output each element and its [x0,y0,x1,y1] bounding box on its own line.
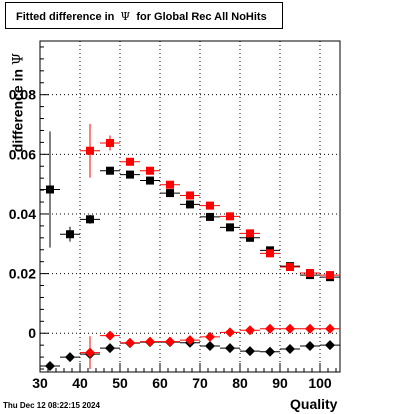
data-point-square [126,170,134,179]
x-tick-label: 80 [232,375,248,391]
y-tick-label: 0.04 [9,206,36,222]
title-prefix: Fitted difference in [16,11,115,23]
y-tick-label: 0.08 [9,87,36,103]
x-tick-label: 90 [272,375,288,391]
data-point-diamond [285,344,295,355]
data-point-diamond [85,347,95,358]
data-point-diamond [105,343,115,354]
data-point-diamond [105,330,115,341]
x-tick-label: 40 [72,375,88,391]
y-axis-label: difference in Ψ [10,23,27,183]
data-point-square [166,189,174,198]
data-point-diamond [225,327,235,338]
data-point-diamond [225,343,235,354]
data-point-square [106,166,114,175]
data-point-square [326,271,334,280]
y-tick-label: 0 [28,325,36,341]
data-point-diamond [185,335,195,346]
data-point-square [146,166,154,175]
data-point-square [126,157,134,166]
x-axis-label: Quality [290,396,338,412]
data-point-square [246,233,254,242]
data-point-square [306,268,314,277]
data-point-diamond [245,346,255,357]
data-point-square [186,191,194,200]
title-suffix: for Global Rec All NoHits [136,11,267,23]
data-point-square [86,146,94,155]
data-point-square [226,223,234,232]
data-point-diamond [285,323,295,334]
data-point-diamond [165,336,175,347]
timestamp-footer: Thu Dec 12 08:22:15 2024 [3,401,100,410]
data-point-square [246,229,254,238]
data-point-square [286,263,294,272]
data-point-diamond [205,341,215,352]
data-point-diamond [325,323,335,334]
data-point-diamond [65,352,75,363]
data-point-diamond [125,337,135,348]
x-tick-label: 50 [112,375,128,391]
x-tick-label: 100 [308,375,332,391]
data-point-diamond [305,341,315,352]
data-point-square [66,230,74,239]
y-tick-label: 0.06 [9,146,36,162]
data-point-square [86,215,94,224]
data-point-square [106,138,114,147]
data-point-diamond [145,336,155,347]
data-point-diamond [45,361,55,372]
data-point-diamond [265,346,275,357]
data-point-square [206,201,214,210]
data-point-diamond [325,340,335,351]
x-tick-label: 30 [32,375,48,391]
axes: 30 40 50 60 70 80 90 100 0 0.02 0.04 0.06 0.08 [9,46,337,391]
data-point-square [186,200,194,209]
data-point-diamond [265,323,275,334]
data-points [40,123,340,372]
data-point-square [206,212,214,221]
data-point-diamond [205,331,215,342]
data-point-square [166,180,174,189]
data-point-square [226,212,234,221]
x-tick-label: 70 [192,375,208,391]
y-axis-label-text: difference in [9,68,26,153]
y-tick-label: 0.02 [9,266,36,282]
chart-title: Fitted difference in Ψ for Global Rec Al… [5,2,283,29]
data-point-diamond [245,325,255,336]
x-tick-label: 60 [152,375,168,391]
data-point-square [46,185,54,194]
y-axis-label-symbol: Ψ [10,52,27,66]
data-point-square [266,249,274,258]
data-point-diamond [305,323,315,334]
series-1 [80,123,340,280]
series-3 [80,323,340,370]
data-point-square [146,176,154,185]
title-psi-symbol: Ψ [120,10,131,23]
